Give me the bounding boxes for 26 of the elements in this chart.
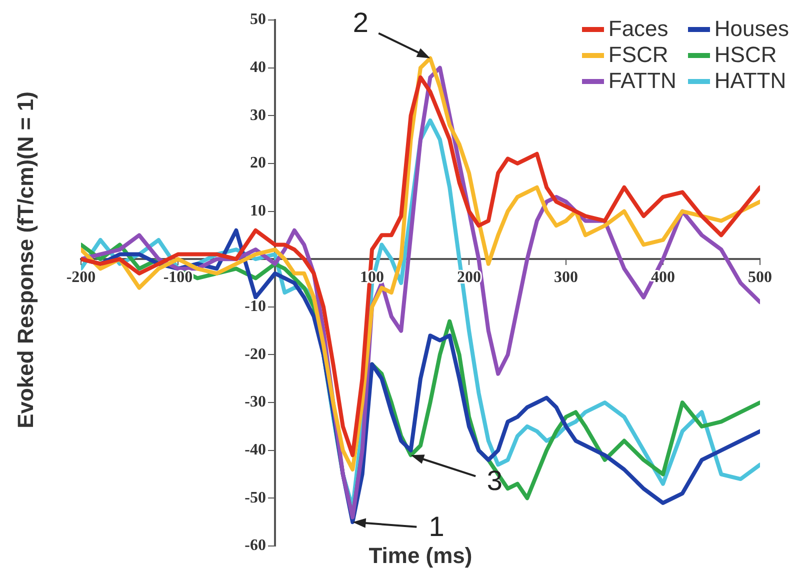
annotation: 2 — [352, 7, 368, 38]
y-tick-label: -40 — [244, 442, 266, 459]
y-tick-label: -10 — [244, 298, 266, 316]
legend-label: Houses — [714, 16, 789, 42]
legend-label: FATTN — [608, 68, 676, 94]
x-tick-label: 500 — [748, 269, 772, 286]
y-tick-label: -50 — [244, 489, 266, 506]
y-tick-label: -20 — [244, 346, 266, 363]
x-axis-title: Time (ms) — [368, 543, 472, 568]
x-tick-label: -200 — [66, 269, 96, 286]
y-tick-label: -30 — [244, 394, 266, 411]
annotation: 3 — [486, 465, 502, 496]
y-tick-label: 50 — [250, 11, 266, 28]
y-tick-label: -60 — [244, 537, 266, 554]
annotation: 1 — [428, 511, 444, 542]
legend-label: Faces — [608, 16, 668, 42]
y-tick-label: 10 — [250, 202, 266, 220]
y-tick-label: 20 — [250, 154, 266, 172]
y-tick-label: 40 — [250, 58, 266, 76]
x-tick-label: -100 — [163, 269, 193, 286]
y-axis-title: Evoked Response (fT/cm)(N = 1) — [13, 91, 39, 428]
legend-label: HSCR — [714, 42, 777, 68]
legend-label: HATTN — [714, 68, 786, 94]
x-tick-label: 300 — [554, 269, 578, 286]
y-tick-label: 30 — [250, 106, 266, 124]
legend-label: FSCR — [608, 42, 668, 68]
